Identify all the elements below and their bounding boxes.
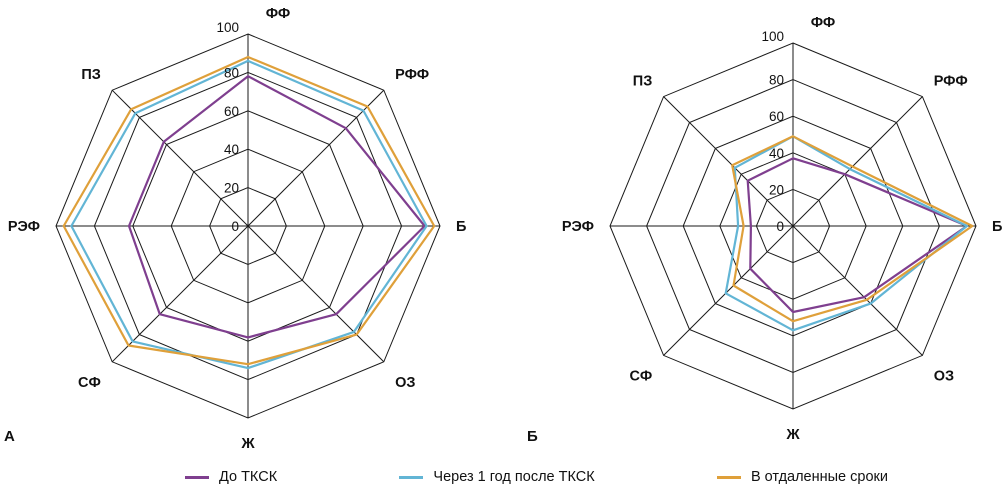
tick-label: 60 — [769, 109, 784, 124]
axis-label: ФФ — [266, 6, 291, 22]
series-polygon-0 — [127, 75, 426, 339]
chart-legend: До ТКСК Через 1 год после ТКСК В отдален… — [185, 469, 888, 485]
axis-label: ПЗ — [81, 67, 101, 83]
grid-spoke — [247, 89, 385, 227]
grid-spoke — [792, 225, 923, 356]
axis-label: Б — [992, 219, 1002, 235]
axis-label: СФ — [78, 375, 101, 391]
tick-label: 0 — [776, 219, 784, 234]
series-polygon-1 — [70, 59, 428, 370]
series-polygon-2 — [731, 135, 974, 323]
axis-label: ПЗ — [633, 73, 653, 89]
line-swatch-icon — [185, 475, 209, 479]
grid-spoke — [663, 225, 794, 356]
legend-item: В отдаленные сроки — [716, 469, 888, 485]
tick-label: 20 — [224, 181, 239, 196]
radar-chart-a: 0 20 40 60 80 100 ФФ РФФ Б ОЗ Ж СФ РЭФ ПЗ — [8, 6, 467, 452]
tick-label: 80 — [769, 73, 784, 88]
tick-label: 80 — [224, 65, 239, 80]
tick-label: 100 — [761, 29, 784, 44]
axis-label: ОЗ — [395, 375, 415, 391]
legend-label: Через 1 год после ТКСК — [433, 469, 595, 485]
series-polygon-2 — [62, 55, 436, 366]
grid-spoke — [792, 96, 923, 227]
radar-chart-b: 0 20 40 60 80 100 ФФ РФФ Б ОЗ Ж СФ РЭФ ПЗ — [562, 15, 1003, 443]
axis-label: ОЗ — [934, 369, 954, 385]
axis-label: РФФ — [395, 67, 429, 83]
axis-label: Ж — [240, 436, 255, 452]
axis-label: РФФ — [934, 73, 968, 89]
axis-label: РЭФ — [562, 219, 594, 235]
panel-label-a: А — [4, 428, 15, 445]
tick-label: 0 — [231, 219, 239, 234]
legend-label: В отдаленные сроки — [750, 469, 888, 485]
axis-label: РЭФ — [8, 219, 40, 235]
tick-label: 20 — [769, 182, 784, 197]
tick-label: 60 — [224, 104, 239, 119]
legend-label: До ТКСК — [219, 469, 278, 485]
line-swatch-icon — [399, 475, 424, 479]
tick-label: 40 — [769, 146, 784, 161]
axis-label: Б — [456, 219, 466, 235]
tick-label: 40 — [224, 142, 239, 157]
legend-item: До ТКСК — [185, 469, 277, 485]
series-polygon-0 — [746, 157, 968, 314]
axis-label: Ж — [785, 427, 800, 443]
line-swatch-icon — [716, 475, 741, 479]
tick-label: 100 — [216, 20, 239, 35]
grid-spoke — [247, 225, 385, 363]
legend-item: Через 1 год после ТКСК — [399, 469, 595, 485]
axis-label: СФ — [629, 369, 652, 385]
panel-label-b: Б — [527, 428, 538, 445]
grid-spoke — [111, 225, 249, 363]
axis-label: ФФ — [811, 15, 836, 31]
grid-spoke — [663, 96, 794, 227]
